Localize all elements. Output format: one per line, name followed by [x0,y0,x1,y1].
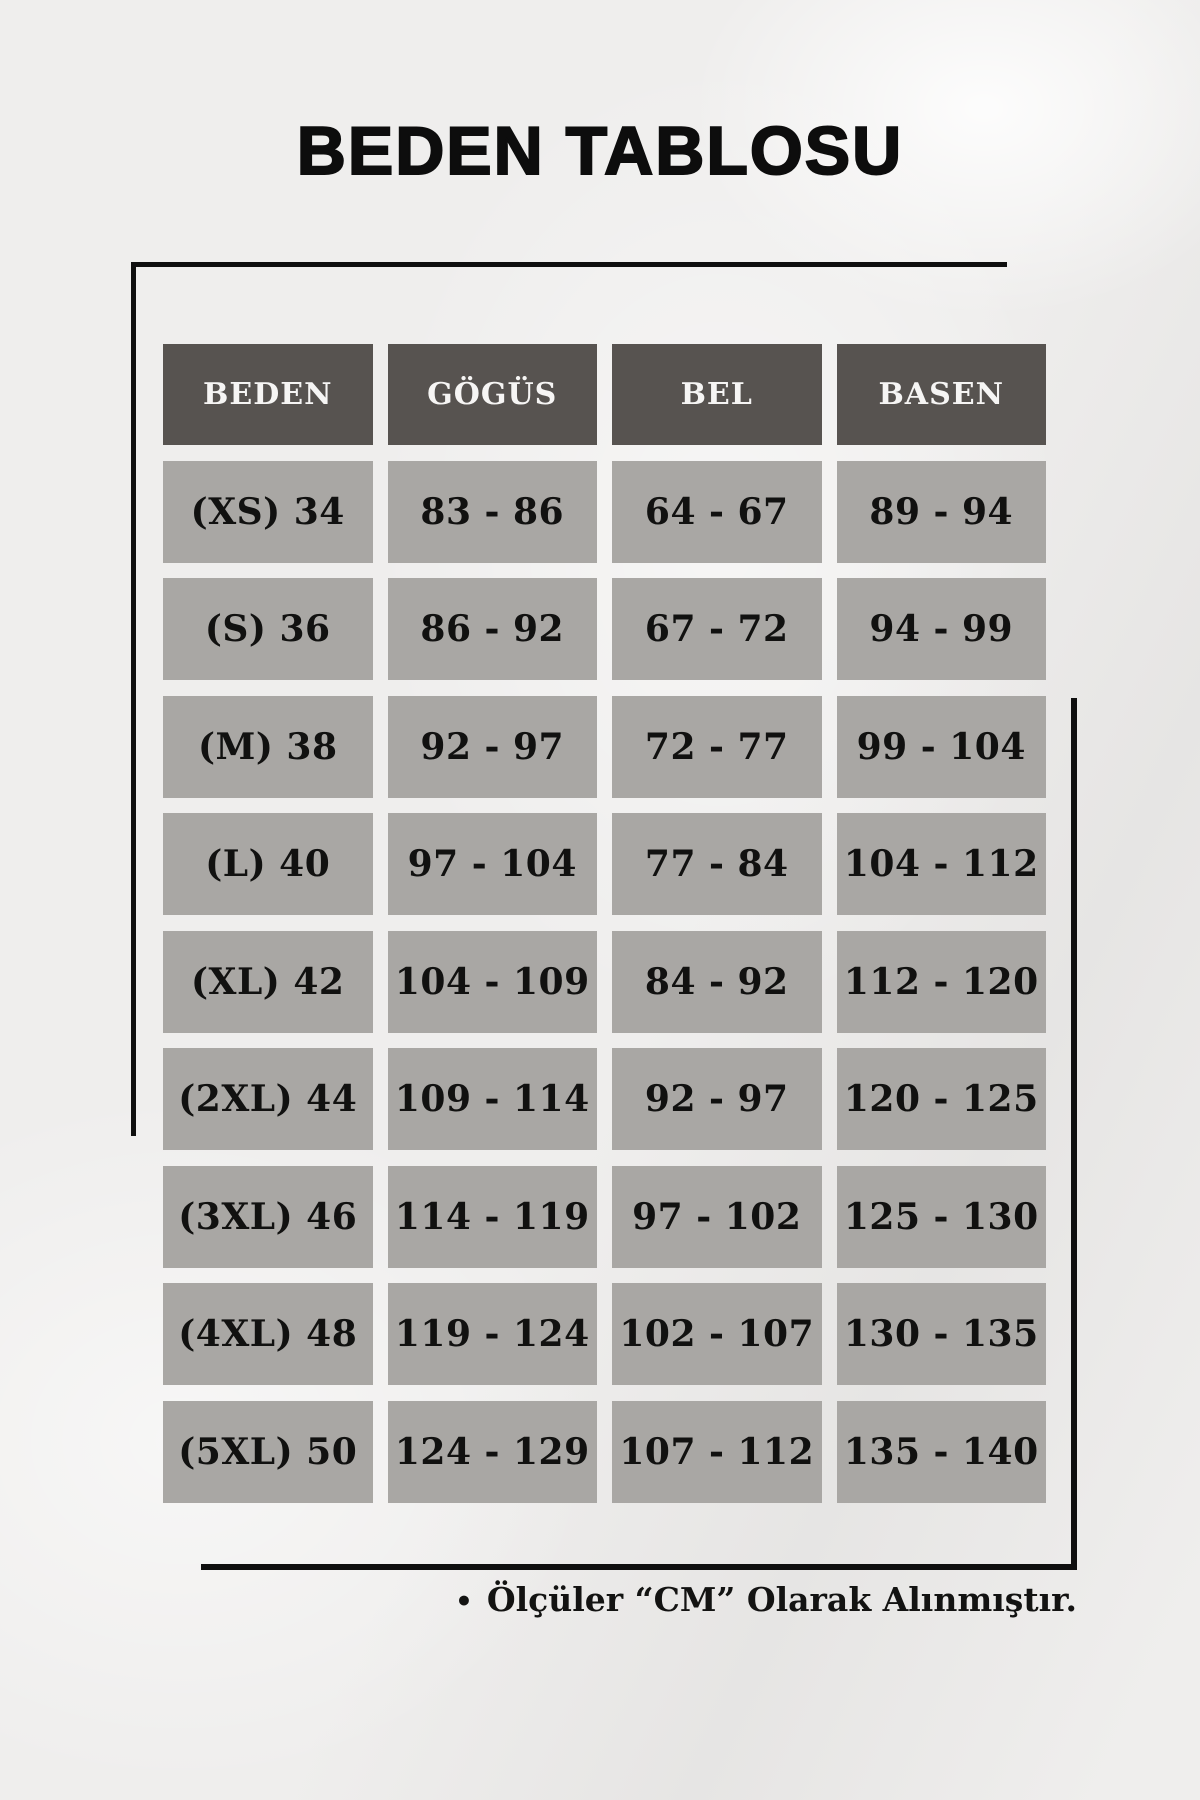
measurement-cell: 94 - 99 [836,578,1046,680]
measurement-cell: 99 - 104 [836,695,1046,798]
table-header-cell: BEDEN [163,344,373,445]
measurement-cell: 119 - 124 [387,1283,597,1385]
measurement-cell: 89 - 94 [836,460,1046,563]
measurement-cell: 77 - 84 [612,813,822,915]
size-label-cell: (M) 38 [163,695,373,798]
frame-line-bottom [201,1564,1077,1570]
measurement-cell: 114 - 119 [387,1165,597,1268]
measurement-cell: 83 - 86 [387,460,597,563]
size-label-cell: (5XL) 50 [163,1400,373,1503]
measurement-cell: 92 - 97 [612,1048,822,1150]
measurement-cell: 86 - 92 [387,578,597,680]
bullet-icon: • [454,1585,473,1618]
measurement-cell: 67 - 72 [612,578,822,680]
size-label-cell: (XS) 34 [163,460,373,563]
measurement-cell: 109 - 114 [387,1048,597,1150]
frame-line-right [1071,698,1077,1570]
table-header-cell: BEL [612,344,822,445]
measurement-cell: 104 - 112 [836,813,1046,915]
measurement-cell: 102 - 107 [612,1283,822,1385]
measurement-cell: 64 - 67 [612,460,822,563]
size-label-cell: (4XL) 48 [163,1283,373,1385]
measurement-cell: 124 - 129 [387,1400,597,1503]
measurement-cell: 135 - 140 [836,1400,1046,1503]
table-header-cell: GÖGÜS [387,344,597,445]
measurement-cell: 84 - 92 [612,930,822,1033]
footer-note-text: Ölçüler “CM” Olarak Alınmıştır. [486,1580,1077,1619]
size-table: BEDEN GÖGÜS BEL BASEN (XS) 34 83 - 86 64 - 67 8… [163,344,1046,1503]
measurement-cell: 130 - 135 [836,1283,1046,1385]
measurement-cell: 125 - 130 [836,1165,1046,1268]
measurement-cell: 107 - 112 [612,1400,822,1503]
frame-line-left [131,262,136,1136]
frame-line-top [131,262,1007,267]
measurement-cell: 72 - 77 [612,695,822,798]
size-label-cell: (XL) 42 [163,930,373,1033]
size-label-cell: (S) 36 [163,578,373,680]
measurement-cell: 97 - 104 [387,813,597,915]
size-label-cell: (2XL) 44 [163,1048,373,1150]
size-label-cell: (L) 40 [163,813,373,915]
table-header-cell: BASEN [836,344,1046,445]
size-label-cell: (3XL) 46 [163,1165,373,1268]
measurement-cell: 92 - 97 [387,695,597,798]
page-title: BEDEN TABLOSU [296,112,904,190]
measurement-cell: 97 - 102 [612,1165,822,1268]
measurement-cell: 104 - 109 [387,930,597,1033]
measurement-cell: 112 - 120 [836,930,1046,1033]
measurement-unit-note: • Ölçüler “CM” Olarak Alınmıştır. [455,1580,1077,1619]
measurement-cell: 120 - 125 [836,1048,1046,1150]
